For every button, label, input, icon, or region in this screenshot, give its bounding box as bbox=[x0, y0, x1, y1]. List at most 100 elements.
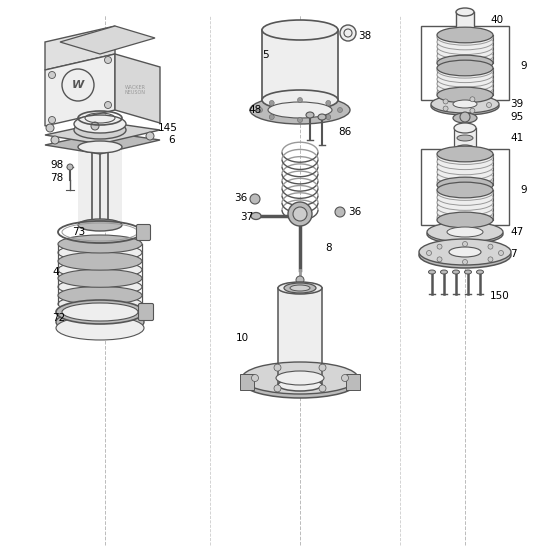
Circle shape bbox=[443, 106, 448, 111]
Circle shape bbox=[487, 102, 492, 108]
Ellipse shape bbox=[437, 182, 493, 198]
Circle shape bbox=[463, 259, 468, 264]
Text: 4: 4 bbox=[52, 267, 59, 277]
Ellipse shape bbox=[58, 244, 142, 262]
Text: 10: 10 bbox=[236, 333, 249, 343]
Text: 72: 72 bbox=[52, 313, 66, 323]
Text: 47: 47 bbox=[510, 227, 523, 237]
Ellipse shape bbox=[437, 85, 493, 101]
Ellipse shape bbox=[251, 212, 261, 220]
Circle shape bbox=[443, 99, 448, 104]
Text: 5: 5 bbox=[262, 50, 269, 60]
Circle shape bbox=[488, 257, 493, 262]
Ellipse shape bbox=[437, 67, 493, 82]
Ellipse shape bbox=[431, 97, 499, 115]
Text: 9: 9 bbox=[520, 61, 526, 71]
Text: 78: 78 bbox=[50, 173, 63, 183]
Ellipse shape bbox=[290, 285, 310, 291]
Ellipse shape bbox=[262, 20, 338, 40]
Circle shape bbox=[335, 207, 345, 217]
Circle shape bbox=[470, 108, 475, 113]
Bar bbox=[454, 128, 476, 150]
Text: 41: 41 bbox=[510, 133, 523, 143]
Circle shape bbox=[258, 108, 263, 113]
Ellipse shape bbox=[267, 22, 333, 38]
Circle shape bbox=[49, 72, 55, 78]
Ellipse shape bbox=[78, 141, 122, 153]
Ellipse shape bbox=[58, 295, 142, 313]
Ellipse shape bbox=[278, 282, 322, 294]
Text: 6: 6 bbox=[168, 135, 175, 145]
Circle shape bbox=[250, 194, 260, 204]
Ellipse shape bbox=[449, 247, 481, 257]
Text: 48: 48 bbox=[248, 105, 262, 115]
Ellipse shape bbox=[441, 270, 447, 274]
Polygon shape bbox=[45, 132, 160, 154]
Ellipse shape bbox=[242, 362, 358, 394]
Ellipse shape bbox=[437, 62, 493, 78]
Text: 8: 8 bbox=[325, 243, 332, 253]
Ellipse shape bbox=[437, 34, 493, 50]
Ellipse shape bbox=[274, 24, 326, 36]
Circle shape bbox=[91, 122, 99, 130]
Circle shape bbox=[319, 385, 326, 392]
Text: 95: 95 bbox=[510, 112, 523, 122]
Polygon shape bbox=[115, 54, 160, 123]
Ellipse shape bbox=[437, 154, 493, 170]
Ellipse shape bbox=[437, 195, 493, 211]
Circle shape bbox=[326, 115, 331, 120]
Ellipse shape bbox=[427, 222, 503, 242]
Ellipse shape bbox=[454, 145, 476, 155]
Ellipse shape bbox=[437, 81, 493, 96]
Circle shape bbox=[274, 364, 281, 371]
Ellipse shape bbox=[262, 90, 338, 110]
Bar bbox=[456, 12, 474, 38]
Polygon shape bbox=[60, 26, 155, 54]
Ellipse shape bbox=[419, 239, 511, 265]
Circle shape bbox=[470, 97, 475, 102]
Circle shape bbox=[498, 250, 503, 255]
Ellipse shape bbox=[242, 366, 358, 398]
Circle shape bbox=[288, 202, 312, 226]
Text: 40: 40 bbox=[490, 15, 503, 25]
Ellipse shape bbox=[437, 53, 493, 68]
Ellipse shape bbox=[437, 212, 493, 228]
Text: 73: 73 bbox=[72, 227, 85, 237]
Ellipse shape bbox=[437, 72, 493, 87]
Bar bbox=[262, 30, 338, 100]
Ellipse shape bbox=[74, 115, 126, 133]
Text: 36: 36 bbox=[348, 207, 361, 217]
Ellipse shape bbox=[340, 25, 356, 41]
Text: 38: 38 bbox=[358, 31, 371, 41]
Text: 39: 39 bbox=[510, 99, 523, 109]
Polygon shape bbox=[45, 26, 115, 70]
Ellipse shape bbox=[437, 30, 493, 45]
Ellipse shape bbox=[437, 27, 493, 43]
Ellipse shape bbox=[437, 146, 493, 162]
Ellipse shape bbox=[454, 123, 476, 133]
Ellipse shape bbox=[58, 235, 142, 253]
Ellipse shape bbox=[250, 96, 350, 124]
Circle shape bbox=[269, 100, 274, 105]
Circle shape bbox=[297, 97, 302, 102]
Ellipse shape bbox=[431, 95, 499, 113]
Text: WACKER
NEUSON: WACKER NEUSON bbox=[124, 85, 146, 95]
Ellipse shape bbox=[58, 269, 142, 287]
Ellipse shape bbox=[284, 283, 316, 293]
Ellipse shape bbox=[437, 44, 493, 59]
Text: 145: 145 bbox=[158, 123, 178, 133]
Ellipse shape bbox=[58, 286, 142, 305]
Ellipse shape bbox=[437, 209, 493, 225]
Ellipse shape bbox=[437, 190, 493, 206]
Ellipse shape bbox=[437, 170, 493, 185]
Text: 7: 7 bbox=[510, 249, 517, 259]
Ellipse shape bbox=[427, 224, 503, 244]
Text: 37: 37 bbox=[240, 212, 253, 222]
Ellipse shape bbox=[437, 177, 493, 193]
Circle shape bbox=[338, 108, 343, 113]
Ellipse shape bbox=[58, 278, 142, 296]
FancyBboxPatch shape bbox=[138, 304, 153, 320]
Ellipse shape bbox=[452, 270, 460, 274]
Circle shape bbox=[297, 118, 302, 123]
Circle shape bbox=[342, 375, 348, 381]
